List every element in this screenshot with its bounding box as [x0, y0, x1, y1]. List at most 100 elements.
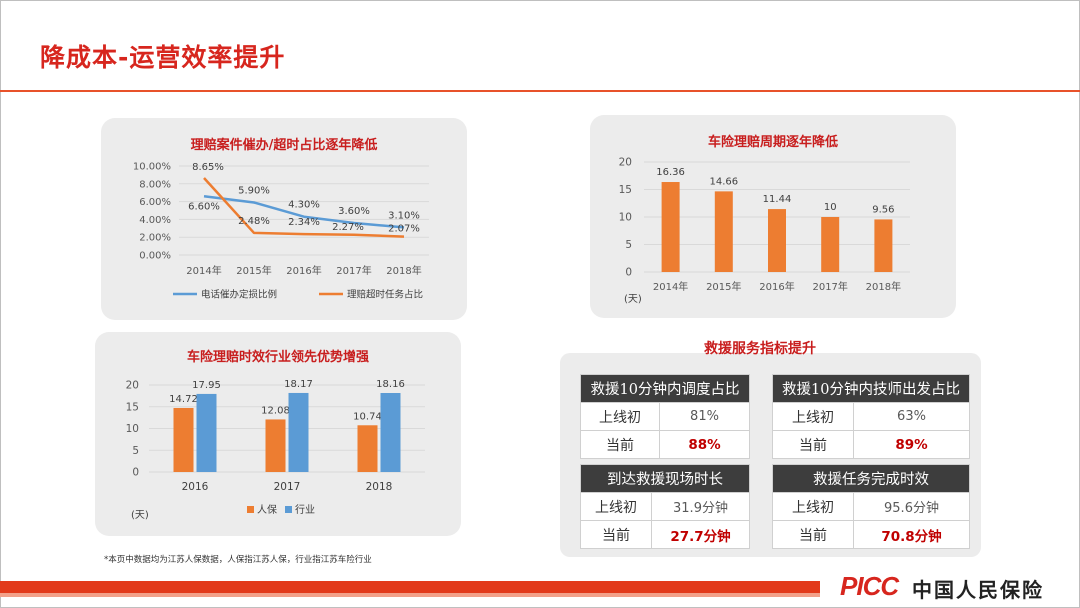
kpi-header: 救援10分钟内调度占比	[580, 374, 750, 403]
x-tick-label: 2017年	[812, 280, 847, 293]
bar	[173, 407, 194, 472]
data-label: 2.27%	[332, 222, 364, 233]
kpi-value: 27.7分钟	[651, 520, 750, 549]
y-tick-label: 0	[132, 467, 139, 479]
data-label: 12.08	[261, 405, 290, 416]
y-tick-label: 0.00%	[139, 251, 171, 262]
y-tick-label: 15	[126, 401, 139, 413]
y-tick-label: 2.00%	[139, 233, 171, 244]
footnote: *本页中数据均为江苏人保数据，人保指江苏人保，行业指江苏车险行业	[104, 555, 372, 565]
data-label: 17.95	[192, 380, 221, 391]
bar	[196, 393, 217, 472]
bar	[661, 182, 680, 272]
x-tick-label: 2018年	[866, 280, 901, 293]
kpi-value: 89%	[853, 430, 970, 459]
rescue-title: 救援服务指标提升	[704, 341, 816, 357]
kpi-header: 救援任务完成时效	[772, 464, 970, 493]
kpi-value: 31.9分钟	[651, 492, 750, 521]
kpi-table-technician: 救援10分钟内技师出发占比 上线初 63% 当前 89%	[772, 374, 970, 459]
kpi-label: 当前	[580, 430, 660, 459]
y-tick-label: 15	[619, 184, 632, 196]
x-tick-label: 2018	[366, 481, 393, 493]
footer-bar-accent	[0, 593, 820, 597]
x-tick-label: 2014年	[653, 280, 688, 293]
data-label: 10	[824, 202, 837, 213]
overtime-line-chart: 0.00% 2.00% 4.00% 6.00% 8.00% 10.00% 2014年 2015…	[133, 162, 429, 301]
unit-label: (天)	[131, 510, 149, 521]
legend-swatch	[247, 506, 254, 513]
kpi-header: 到达救援现场时长	[580, 464, 750, 493]
y-tick-label: 20	[619, 157, 632, 169]
advantage-chart-card: 车险理赔时效行业领先优势增强 0 5 10 15 20 14.72 17.95 2016 12.…	[95, 332, 461, 536]
x-tick-label: 2015年	[706, 280, 741, 293]
legend-label: 理赔超时任务占比	[347, 289, 423, 301]
picc-logo: PICC	[840, 571, 899, 601]
x-tick-label: 2017年	[336, 264, 371, 277]
kpi-table-dispatch: 救援10分钟内调度占比 上线初 81% 当前 88%	[580, 374, 750, 459]
data-label: 9.56	[872, 204, 894, 215]
kpi-table-arrival: 到达救援现场时长 上线初 31.9分钟 当前 27.7分钟	[580, 464, 750, 549]
bar	[714, 191, 733, 272]
series-line	[203, 195, 405, 229]
legend-label: 人保	[257, 503, 277, 516]
data-label: 3.60%	[338, 206, 370, 217]
kpi-value: 70.8分钟	[853, 520, 970, 549]
unit-label: (天)	[624, 294, 642, 305]
cycle-bar-chart: 0 5 10 15 20 16.36 2014年 14.66 2015年 11.44 2016年 10…	[619, 157, 910, 305]
kpi-value: 95.6分钟	[853, 492, 970, 521]
bar	[821, 217, 840, 272]
data-label: 2.48%	[238, 216, 270, 227]
y-tick-label: 5	[132, 445, 139, 457]
kpi-header: 救援10分钟内技师出发占比	[772, 374, 970, 403]
series-line	[203, 177, 405, 238]
page-title: 降成本-运营效率提升	[40, 43, 286, 72]
bar	[265, 419, 286, 472]
kpi-label: 上线初	[772, 402, 854, 431]
y-tick-label: 0	[625, 267, 632, 279]
y-tick-label: 10.00%	[133, 162, 171, 173]
data-label: 11.44	[763, 194, 792, 205]
kpi-value: 63%	[853, 402, 970, 431]
kpi-label: 当前	[772, 430, 854, 459]
data-label: 5.90%	[238, 185, 270, 196]
data-label: 2.34%	[288, 217, 320, 228]
y-tick-label: 6.00%	[139, 197, 171, 208]
kpi-label: 上线初	[580, 402, 660, 431]
kpi-label: 上线初	[772, 492, 854, 521]
y-tick-label: 4.00%	[139, 215, 171, 226]
kpi-label: 当前	[772, 520, 854, 549]
data-label: 18.16	[376, 379, 405, 390]
data-label: 10.74	[353, 411, 382, 422]
y-tick-label: 8.00%	[139, 179, 171, 190]
legend-label: 电话催办定损比例	[201, 289, 277, 301]
legend-swatch	[285, 506, 292, 513]
bar	[357, 425, 378, 472]
data-label: 8.65%	[192, 162, 224, 173]
x-tick-label: 2017	[274, 481, 301, 493]
bar	[768, 209, 786, 272]
data-label: 6.60%	[188, 201, 220, 212]
bar	[874, 219, 893, 272]
data-label: 14.72	[169, 394, 198, 405]
advantage-bar-chart: 0 5 10 15 20 14.72 17.95 2016 12.08 18.17 2017 10.7…	[126, 379, 425, 521]
cycle-chart-title: 车险理赔周期逐年降低	[707, 135, 838, 150]
bar	[288, 392, 309, 472]
overtime-chart-card: 理赔案件催办/超时占比逐年降低 0.00% 2.00% 4.00% 6.00% 8.00…	[101, 118, 467, 320]
kpi-value: 88%	[659, 430, 750, 459]
cycle-chart-card: 车险理赔周期逐年降低 0 5 10 15 20 16.36 2014年 14.66 2015年 1…	[590, 115, 956, 318]
bar	[380, 393, 401, 472]
x-tick-label: 2018年	[386, 264, 421, 277]
data-label: 2.07%	[388, 224, 420, 235]
kpi-label: 上线初	[580, 492, 652, 521]
overtime-chart-title: 理赔案件催办/超时占比逐年降低	[190, 138, 378, 153]
data-label: 18.17	[284, 379, 313, 390]
data-label: 14.66	[709, 176, 738, 187]
data-label: 3.10%	[388, 210, 420, 221]
y-tick-label: 10	[126, 423, 139, 435]
x-tick-label: 2016年	[286, 264, 321, 277]
advantage-chart-title: 车险理赔时效行业领先优势增强	[186, 350, 369, 365]
x-tick-label: 2014年	[186, 264, 221, 277]
x-tick-label: 2016年	[759, 280, 794, 293]
y-tick-label: 10	[619, 212, 632, 224]
kpi-value: 81%	[659, 402, 750, 431]
